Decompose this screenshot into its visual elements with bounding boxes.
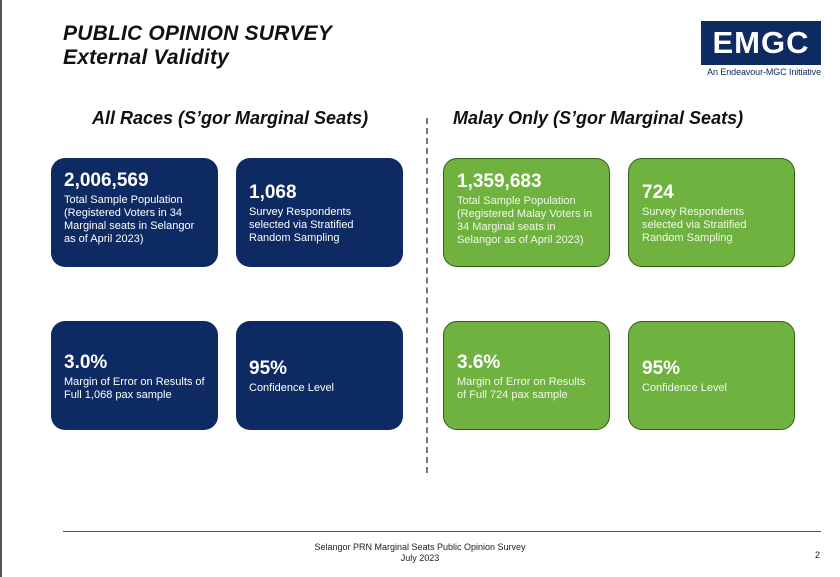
stat-value: 724 [642, 182, 674, 203]
stat-value: 1,359,683 [457, 171, 542, 192]
stat-value: 95% [249, 358, 288, 379]
page-number: 2 [815, 550, 821, 560]
stat-card-malay-respondents: 724 Survey Respondents selected via Stra… [628, 158, 795, 267]
section-heading-all-races: All Races (S’gor Marginal Seats) [92, 108, 369, 128]
logo-wordmark: EMGC [701, 21, 821, 65]
stat-description: Confidence Level [642, 382, 728, 394]
stat-description: Total Sample Population (Registered Mala… [457, 195, 593, 246]
title-line-1: PUBLIC OPINION SURVEY [63, 22, 333, 45]
stat-card-malay-confidence-level: 95% Confidence Level [628, 321, 795, 430]
stat-card-total-population: 2,006,569 Total Sample Population (Regis… [51, 158, 218, 267]
page-title: PUBLIC OPINION SURVEY External Validity [63, 22, 332, 70]
footer-line-1: Selangor PRN Marginal Seats Public Opini… [314, 542, 526, 552]
stat-description: Confidence Level [249, 382, 335, 394]
stat-description: Margin of Error on Results of Full 724 p… [457, 375, 586, 401]
stat-card-malay-population: 1,359,683 Total Sample Population (Regis… [443, 158, 610, 267]
stat-value: 95% [642, 358, 681, 379]
stat-card-confidence-level: 95% Confidence Level [236, 321, 403, 430]
stat-value: 3.0% [64, 351, 108, 373]
section-divider [426, 118, 428, 473]
footer-line-2: July 2023 [400, 553, 440, 563]
stat-description: Margin of Error on Results of Full 1,068… [64, 375, 205, 401]
stat-description: Survey Respondents selected via Stratifi… [642, 206, 747, 244]
footer-divider [63, 531, 821, 532]
logo-tagline: An Endeavour-MGC Initiative [707, 67, 821, 77]
stat-card-malay-margin-of-error: 3.6% Margin of Error on Results of Full … [443, 321, 610, 430]
slide-left-border [0, 0, 2, 577]
section-heading-malay-only: Malay Only (S’gor Marginal Seats) [453, 108, 744, 128]
stat-description: Total Sample Population (Registered Vote… [64, 194, 195, 245]
stat-value: 3.6% [457, 351, 501, 373]
stat-card-respondents: 1,068 Survey Respondents selected via St… [236, 158, 403, 267]
stat-description: Survey Respondents selected via Stratifi… [249, 206, 354, 244]
footer-text: Selangor PRN Marginal Seats Public Opini… [0, 542, 840, 564]
stat-card-margin-of-error: 3.0% Margin of Error on Results of Full … [51, 321, 218, 430]
emgc-logo: EMGC An Endeavour-MGC Initiative [701, 21, 821, 77]
stat-value: 2,006,569 [64, 170, 149, 191]
title-line-2: External Validity [63, 46, 230, 69]
stat-value: 1,068 [249, 182, 297, 203]
